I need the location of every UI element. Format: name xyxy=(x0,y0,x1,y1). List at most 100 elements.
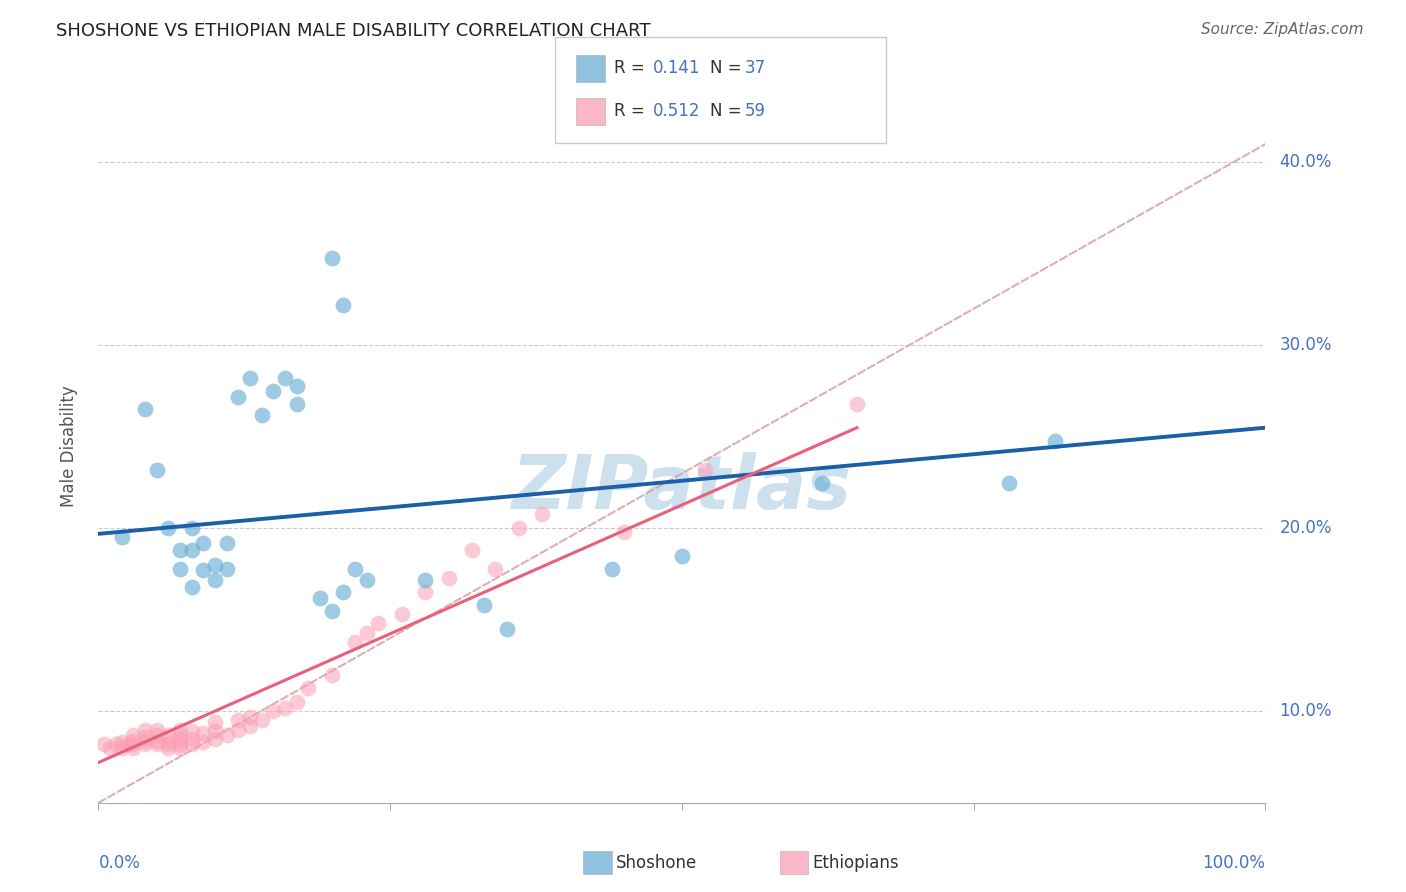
Point xyxy=(530,507,553,521)
Point xyxy=(695,463,717,477)
Point xyxy=(169,737,191,751)
Point xyxy=(239,719,262,733)
Point xyxy=(122,740,145,755)
Point xyxy=(215,561,238,575)
Point xyxy=(193,735,215,749)
Point xyxy=(997,475,1019,490)
Point xyxy=(204,731,226,746)
Point xyxy=(180,737,202,751)
Point xyxy=(274,371,297,385)
Point xyxy=(146,723,169,737)
Point xyxy=(169,561,191,575)
Text: 0.141: 0.141 xyxy=(652,59,700,77)
Point xyxy=(169,723,191,737)
Point xyxy=(169,728,191,742)
Point xyxy=(344,634,367,648)
Point xyxy=(134,402,156,417)
Point xyxy=(508,521,530,535)
Point xyxy=(297,681,319,695)
Point xyxy=(117,737,139,751)
Point xyxy=(356,573,378,587)
Text: 0.512: 0.512 xyxy=(652,103,700,120)
Point xyxy=(122,733,145,747)
Text: 20.0%: 20.0% xyxy=(1279,519,1331,537)
Point xyxy=(180,580,202,594)
Point xyxy=(671,549,693,563)
Point xyxy=(204,558,226,572)
Text: 37: 37 xyxy=(745,59,766,77)
Point xyxy=(413,573,436,587)
Text: 59: 59 xyxy=(745,103,766,120)
Point xyxy=(367,616,389,631)
Point xyxy=(321,251,343,265)
Point xyxy=(193,726,215,740)
Point xyxy=(157,740,180,755)
Point xyxy=(180,724,202,739)
Text: 100.0%: 100.0% xyxy=(1202,855,1265,872)
Point xyxy=(274,700,297,714)
Point xyxy=(250,714,273,728)
Point xyxy=(204,724,226,739)
Point xyxy=(104,737,127,751)
Point xyxy=(146,463,169,477)
Point xyxy=(215,728,238,742)
Point xyxy=(321,604,343,618)
Point xyxy=(146,737,169,751)
Point xyxy=(134,730,156,744)
Point xyxy=(612,524,634,539)
Point xyxy=(356,625,378,640)
Point xyxy=(437,571,460,585)
Point xyxy=(600,561,623,575)
Point xyxy=(228,723,250,737)
Point xyxy=(122,737,145,751)
Point xyxy=(239,710,262,724)
Text: N =: N = xyxy=(710,103,747,120)
Point xyxy=(495,622,517,636)
Text: N =: N = xyxy=(710,59,747,77)
Point xyxy=(461,543,484,558)
Point xyxy=(344,561,367,575)
Point xyxy=(98,740,121,755)
Point xyxy=(262,704,284,718)
Point xyxy=(228,390,250,404)
Point xyxy=(228,714,250,728)
Point xyxy=(111,740,134,755)
Point xyxy=(285,695,308,709)
Point xyxy=(262,384,284,398)
Point xyxy=(146,728,169,742)
Text: ZIPatlas: ZIPatlas xyxy=(512,452,852,525)
Point xyxy=(157,737,180,751)
Point xyxy=(204,715,226,730)
Text: Source: ZipAtlas.com: Source: ZipAtlas.com xyxy=(1201,22,1364,37)
Point xyxy=(204,573,226,587)
Point xyxy=(111,735,134,749)
Point xyxy=(134,733,156,747)
Point xyxy=(169,731,191,746)
Text: 0.0%: 0.0% xyxy=(98,855,141,872)
Point xyxy=(845,397,868,411)
Text: SHOSHONE VS ETHIOPIAN MALE DISABILITY CORRELATION CHART: SHOSHONE VS ETHIOPIAN MALE DISABILITY CO… xyxy=(56,22,651,40)
Point xyxy=(169,543,191,558)
Text: 10.0%: 10.0% xyxy=(1279,702,1331,721)
Text: Ethiopians: Ethiopians xyxy=(813,854,900,871)
Y-axis label: Male Disability: Male Disability xyxy=(59,385,77,507)
Point xyxy=(250,408,273,422)
Point xyxy=(472,598,495,612)
Point xyxy=(134,737,156,751)
Point xyxy=(146,733,169,747)
Point xyxy=(122,728,145,742)
Point xyxy=(180,521,202,535)
Point xyxy=(239,371,262,385)
Point xyxy=(193,536,215,550)
Point xyxy=(413,585,436,599)
Point xyxy=(321,667,343,681)
Text: 30.0%: 30.0% xyxy=(1279,336,1331,354)
Point xyxy=(180,543,202,558)
Point xyxy=(332,298,354,312)
Point xyxy=(1045,434,1067,448)
Text: Shoshone: Shoshone xyxy=(616,854,697,871)
Point xyxy=(111,531,134,545)
Text: R =: R = xyxy=(614,103,651,120)
Point xyxy=(180,731,202,746)
Point xyxy=(811,475,834,490)
